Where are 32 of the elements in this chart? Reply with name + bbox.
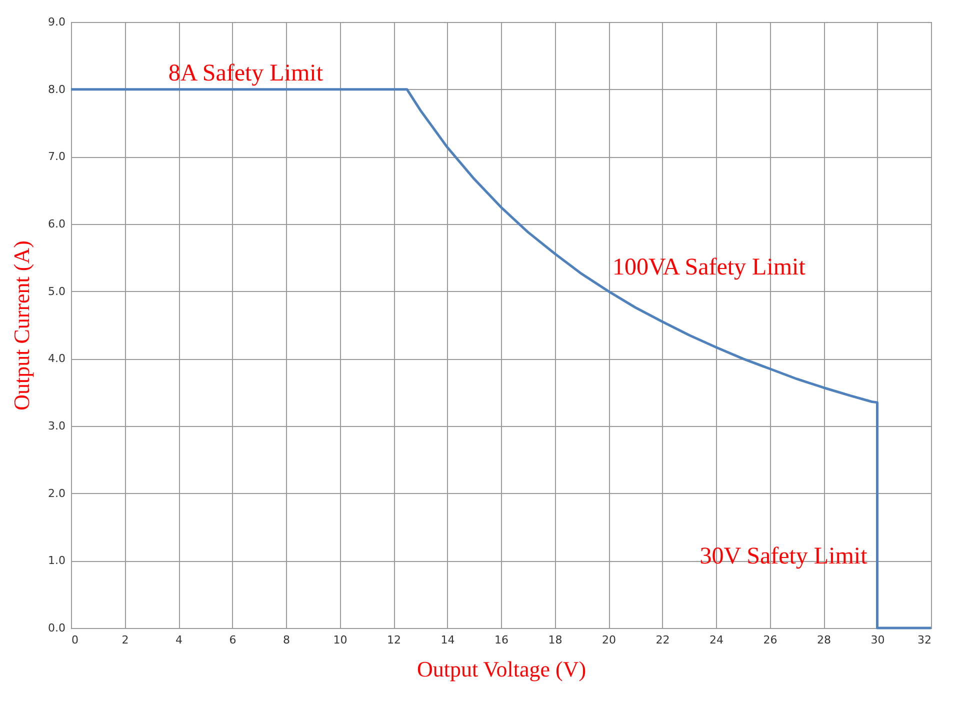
annotation: 30V Safety Limit xyxy=(700,544,868,570)
x-tick-label: 16 xyxy=(494,634,508,646)
y-tick-label: 8.0 xyxy=(48,82,66,96)
y-tick-label: 6.0 xyxy=(48,218,66,230)
y-tick-label: 4.0 xyxy=(48,352,66,366)
x-tick-label: 32 xyxy=(918,634,932,646)
y-tick-label: 9.0 xyxy=(48,16,66,28)
y-tick-label: 2.0 xyxy=(48,486,66,500)
y-tick-label: 1.0 xyxy=(48,554,66,568)
y-tick-label: 0.0 xyxy=(48,622,66,634)
x-tick-label: 30 xyxy=(870,634,885,646)
x-tick-label: 4 xyxy=(176,634,182,646)
y-axis-title: Output Current (A) xyxy=(9,240,34,410)
x-tick-label: 0 xyxy=(72,634,78,646)
x-tick-label: 8 xyxy=(283,634,290,646)
annotation: 8A Safety Limit xyxy=(168,60,324,86)
x-tick-label: 14 xyxy=(440,634,455,646)
x-tick-label: 12 xyxy=(387,634,401,646)
x-tick-label: 28 xyxy=(817,634,831,646)
x-tick-label: 18 xyxy=(548,634,562,646)
x-tick-label: 24 xyxy=(710,634,724,646)
x-tick-label: 26 xyxy=(763,634,778,646)
y-tick-label: 7.0 xyxy=(48,150,66,164)
x-tick-label: 20 xyxy=(602,634,616,646)
x-axis-title: Output Voltage (V) xyxy=(416,656,586,682)
x-tick-label: 22 xyxy=(656,634,670,646)
y-tick-label: 5.0 xyxy=(48,284,66,298)
annotation: 100VA Safety Limit xyxy=(612,254,806,280)
x-tick-label: 6 xyxy=(229,634,236,646)
x-tick-label: 2 xyxy=(122,634,129,646)
y-tick-label: 3.0 xyxy=(48,420,66,432)
x-tick-label: 10 xyxy=(333,634,348,646)
